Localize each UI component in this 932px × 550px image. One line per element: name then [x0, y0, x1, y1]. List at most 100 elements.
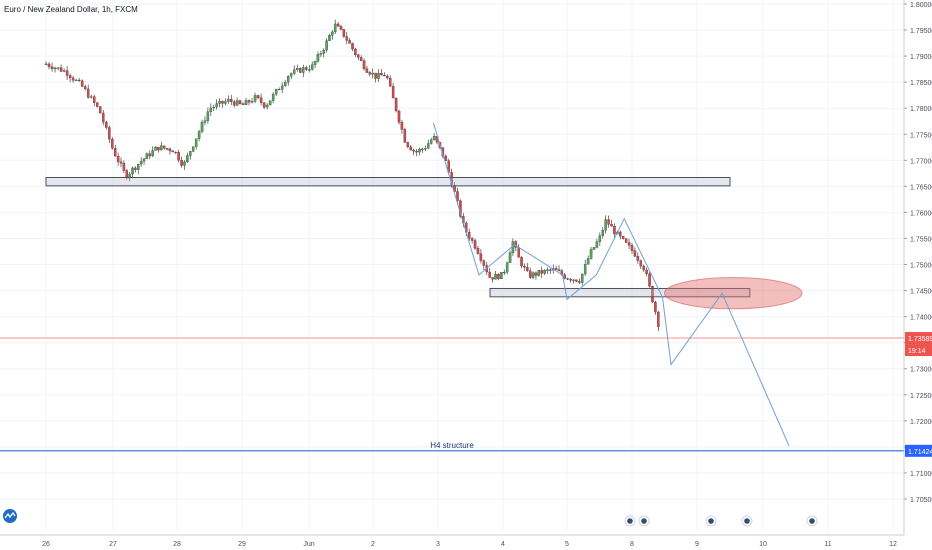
candle-body	[86, 88, 90, 98]
candle-body	[543, 269, 546, 274]
candle-body	[235, 100, 239, 106]
candle-body	[578, 281, 581, 283]
candle-body	[271, 93, 275, 101]
h4-structure-label: H4 structure	[430, 441, 474, 450]
candle-body	[572, 279, 575, 281]
candle-body	[642, 265, 645, 271]
candle-body	[47, 63, 51, 67]
candle-body	[200, 121, 204, 132]
candle-body	[589, 249, 593, 259]
candle-body	[604, 219, 607, 231]
candle-body	[377, 73, 380, 79]
candle-body	[151, 150, 154, 157]
time-axis: 26 27 28 29 Jun 2 3 4 5 8 9 10 11 12	[0, 534, 904, 548]
candle-body	[244, 100, 248, 105]
candle-body	[302, 67, 305, 73]
time-tick-label: 9	[695, 541, 699, 548]
candle-body	[142, 158, 146, 162]
candle-body	[432, 136, 436, 140]
price-tick-label: 1.72000	[910, 419, 932, 426]
candle-body	[636, 256, 640, 261]
candle-body	[328, 35, 331, 41]
price-tick-label: 1.75000	[910, 263, 932, 270]
candle-body	[403, 129, 407, 143]
event-badges	[624, 515, 818, 527]
candle-body	[531, 272, 535, 278]
candle-body	[122, 163, 126, 171]
time-tick-label: 5	[565, 541, 569, 548]
candle-body	[227, 98, 230, 102]
price-tick-label: 1.77000	[910, 158, 932, 165]
candle-body	[429, 139, 433, 144]
candle-body	[168, 148, 172, 152]
time-tick-label: 12	[889, 541, 897, 548]
time-tick-label: 29	[238, 541, 246, 548]
price-tick-label: 1.74000	[910, 315, 932, 322]
candle-body	[566, 278, 569, 280]
candle-body	[189, 151, 192, 156]
candle-body	[125, 170, 129, 179]
economic-event-flag	[809, 518, 815, 524]
candle-body	[145, 153, 149, 159]
candle-body	[645, 269, 648, 274]
candle-body	[651, 286, 654, 303]
candle-body	[520, 257, 523, 267]
candle-body	[250, 101, 254, 103]
price-axis: 1.80000 1.79500 1.79000 1.78500 1.78000 1.775…	[903, 0, 932, 535]
time-tick-label: 26	[42, 541, 50, 548]
candle-body	[183, 161, 186, 166]
candle-body	[108, 127, 111, 140]
candle-body	[546, 269, 549, 271]
candle-body	[444, 155, 448, 161]
candle-body	[162, 145, 166, 149]
candle-body	[362, 60, 366, 69]
candle-body	[308, 69, 311, 71]
candle-body	[165, 148, 169, 150]
projection-path	[432, 122, 790, 447]
last-price-badge	[905, 332, 932, 345]
candle-body	[339, 26, 343, 30]
candle-body	[503, 271, 506, 274]
candle-body	[583, 263, 587, 275]
candle-body	[325, 40, 328, 51]
candle-body	[230, 98, 233, 102]
supply-demand-zone	[45, 177, 731, 187]
candle-body	[283, 82, 287, 86]
candle-body	[380, 73, 383, 76]
candle-body	[351, 43, 354, 50]
candle-body	[286, 76, 290, 83]
price-tick-label: 1.79500	[910, 28, 932, 35]
candle-body	[549, 269, 552, 271]
candle-body	[630, 245, 634, 251]
candles	[44, 19, 660, 332]
candle-body	[277, 89, 281, 91]
candle-body	[116, 155, 120, 162]
candle-body	[494, 273, 497, 280]
tv-logo-icon[interactable]	[3, 509, 17, 523]
candle-body	[322, 49, 325, 54]
candle-body	[491, 277, 494, 280]
candle-body	[262, 102, 266, 108]
candle-body	[400, 122, 404, 130]
time-tick-label: 11	[824, 541, 831, 548]
economic-event-flag	[744, 518, 750, 524]
candle-body	[633, 250, 637, 257]
candle-body	[359, 57, 363, 61]
time-tick-label: 8	[630, 541, 634, 548]
candle-body	[365, 68, 369, 73]
candle-body	[648, 273, 651, 287]
price-tick-label: 1.80000	[910, 2, 932, 9]
candle-body	[388, 77, 392, 87]
candle-body	[500, 271, 503, 280]
candle-body	[627, 242, 631, 246]
candle-body	[111, 139, 114, 149]
candle-body	[371, 72, 374, 75]
candle-body	[586, 258, 590, 265]
countdown-badge	[905, 344, 932, 357]
candle-body	[131, 167, 134, 175]
candle-body	[253, 95, 257, 102]
candle-body	[105, 121, 108, 128]
countdown-badge-label: 19:14	[908, 348, 926, 355]
candle-body	[354, 48, 357, 55]
